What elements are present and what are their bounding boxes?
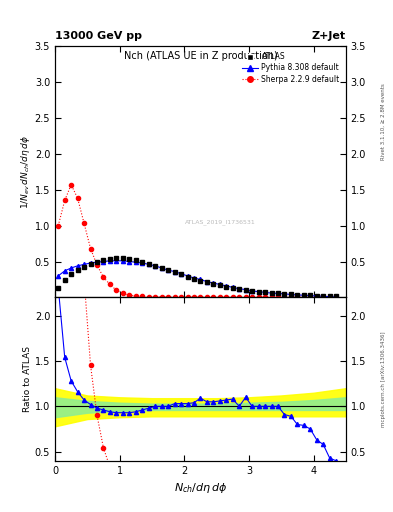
Y-axis label: Ratio to ATLAS: Ratio to ATLAS: [23, 346, 32, 412]
Legend: ATLAS, Pythia 8.308 default, Sherpa 2.2.9 default: ATLAS, Pythia 8.308 default, Sherpa 2.2.…: [240, 50, 342, 86]
Text: ATLAS_2019_I1736531: ATLAS_2019_I1736531: [185, 219, 256, 225]
X-axis label: $N_{ch}/d\eta\,d\phi$: $N_{ch}/d\eta\,d\phi$: [174, 481, 227, 495]
Text: 13000 GeV pp: 13000 GeV pp: [55, 31, 142, 41]
Y-axis label: $1/N_{ev}\,dN_{ch}/d\eta\,d\phi$: $1/N_{ev}\,dN_{ch}/d\eta\,d\phi$: [19, 135, 32, 209]
Text: mcplots.cern.ch [arXiv:1306.3436]: mcplots.cern.ch [arXiv:1306.3436]: [381, 331, 386, 427]
Text: Rivet 3.1.10, ≥ 2.8M events: Rivet 3.1.10, ≥ 2.8M events: [381, 83, 386, 160]
Text: Nch (ATLAS UE in Z production): Nch (ATLAS UE in Z production): [123, 51, 277, 61]
Text: Z+Jet: Z+Jet: [312, 31, 346, 41]
